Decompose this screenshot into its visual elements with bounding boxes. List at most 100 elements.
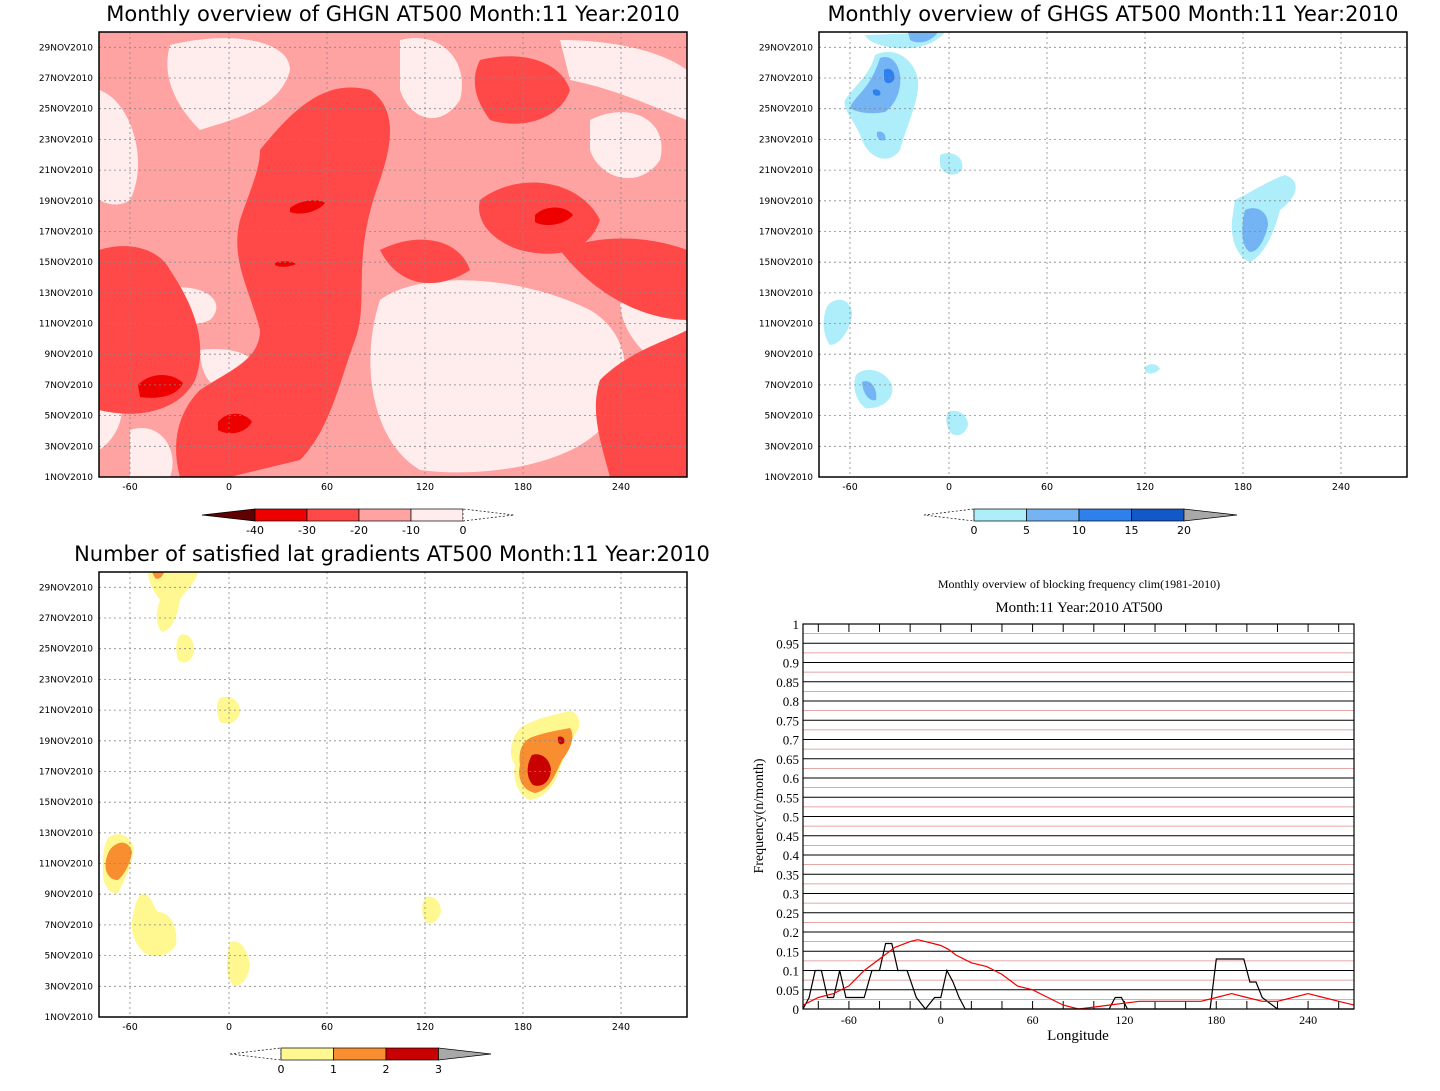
- y-tick-label: 1: [793, 617, 800, 632]
- tick-label: 1NOV2010: [45, 473, 94, 483]
- tick-label: 60: [321, 482, 333, 493]
- blocking-x-ticks: -60 0 60 120 180 240: [841, 1013, 1317, 1027]
- tick-label: 15NOV2010: [39, 258, 93, 268]
- y-tick-label: 0.25: [776, 906, 799, 921]
- tick-label: 27NOV2010: [39, 614, 93, 624]
- tick-label: 25NOV2010: [759, 105, 813, 115]
- colorbar-swatch: [385, 1047, 439, 1061]
- tick-label: 23NOV2010: [39, 675, 93, 685]
- tick-label: 13NOV2010: [39, 829, 93, 839]
- ghgn-x-ticks: -60 0 60 120 180 240: [122, 482, 630, 493]
- y-tick-label: 0.65: [776, 752, 799, 767]
- tick-label: 9NOV2010: [765, 350, 814, 360]
- tick-label: 15NOV2010: [759, 258, 813, 268]
- blocking-subtitle: Month:11 Year:2010 AT500: [995, 600, 1162, 616]
- ghgs-title: Monthly overview of GHGS AT500 Month:11 …: [827, 2, 1398, 26]
- colorbar-swatch: [229, 1047, 282, 1061]
- colorbar-label: 3: [435, 1063, 442, 1076]
- tick-label: 240: [1332, 482, 1350, 493]
- colorbar-swatch: [333, 1047, 387, 1061]
- x-tick-label: 240: [1299, 1013, 1317, 1027]
- colorbar-swatch: [973, 508, 1027, 522]
- tick-label: 5NOV2010: [765, 412, 814, 422]
- ghgs-colorbar: 0 5 10 15 20: [923, 508, 1238, 537]
- tick-label: 17NOV2010: [759, 228, 813, 238]
- colorbar-swatch: [254, 508, 308, 522]
- tick-label: 3NOV2010: [45, 982, 94, 992]
- ghgn-title: Monthly overview of GHGN AT500 Month:11 …: [106, 2, 679, 26]
- tick-label: 29NOV2010: [39, 583, 93, 593]
- latgrad-title: Number of satisfied lat gradients AT500 …: [74, 542, 710, 566]
- latgrad-band-2: [527, 736, 565, 786]
- tick-label: 240: [612, 482, 630, 493]
- tick-label: 3NOV2010: [765, 442, 814, 452]
- colorbar-label: 10: [1072, 524, 1086, 537]
- latgrad-grid: [99, 572, 687, 1017]
- tick-label: 29NOV2010: [39, 43, 93, 53]
- tick-label: 19NOV2010: [39, 197, 93, 207]
- tick-label: 7NOV2010: [45, 921, 94, 931]
- tick-label: 120: [1136, 482, 1154, 493]
- x-tick-label: -60: [841, 1013, 857, 1027]
- tick-label: 27NOV2010: [759, 74, 813, 84]
- y-tick-label: 0.95: [776, 636, 799, 651]
- tick-label: 19NOV2010: [39, 737, 93, 747]
- colorbar-swatch: [358, 508, 412, 522]
- colorbar-label: 5: [1023, 524, 1030, 537]
- blocking-frame: [802, 623, 1355, 1010]
- y-tick-label: 0.2: [783, 925, 799, 940]
- colorbar-swatch: [201, 508, 256, 522]
- tick-label: 180: [1234, 482, 1252, 493]
- latgrad-panel: Number of satisfied lat gradients AT500 …: [39, 542, 710, 1076]
- tick-label: 13NOV2010: [39, 289, 93, 299]
- latgrad-colorbar: 0 1 2 3: [229, 1047, 492, 1076]
- y-tick-label: 0.15: [776, 944, 799, 959]
- colorbar-label: 0: [278, 1063, 285, 1076]
- tick-label: 29NOV2010: [759, 43, 813, 53]
- blocking-y-ticks: 0 0.05 0.1 0.15 0.2 0.25 0.3 0.35 0.4 0.45 0.5 0.55…: [776, 617, 799, 1017]
- colorbar-swatch: [1183, 508, 1238, 522]
- y-tick-label: 0.6: [783, 771, 800, 786]
- ghgs-grid: [819, 32, 1407, 477]
- y-tick-label: 0.4: [783, 848, 800, 863]
- ghgn-y-ticks: 1NOV2010 3NOV2010 5NOV2010 7NOV2010 9NOV…: [39, 43, 93, 483]
- tick-label: 180: [514, 482, 532, 493]
- latgrad-field: [102, 572, 580, 986]
- tick-label: 13NOV2010: [759, 289, 813, 299]
- y-tick-label: 0.75: [776, 713, 799, 728]
- tick-label: 15NOV2010: [39, 798, 93, 808]
- x-tick-label: 180: [1207, 1013, 1225, 1027]
- ghgn-colorbar: -40 -30 -20 -10 0: [201, 508, 515, 537]
- blocking-y-label: Frequency(n/month): [752, 758, 767, 873]
- tick-label: 180: [514, 1022, 532, 1033]
- tick-label: 21NOV2010: [39, 706, 93, 716]
- tick-label: 0: [226, 482, 232, 493]
- colorbar-label: -30: [298, 524, 316, 537]
- tick-label: 23NOV2010: [759, 135, 813, 145]
- ghgs-y-ticks: 1NOV2010 3NOV2010 5NOV2010 7NOV2010 9NOV…: [759, 43, 813, 483]
- colorbar-label: 20: [1177, 524, 1191, 537]
- y-tick-label: 0.9: [783, 656, 799, 671]
- colorbar-label: -20: [350, 524, 368, 537]
- colorbar-swatch: [1078, 508, 1132, 522]
- tick-label: 25NOV2010: [39, 645, 93, 655]
- ghgn-frame: [98, 31, 688, 478]
- tick-label: 5NOV2010: [45, 952, 94, 962]
- tick-label: 25NOV2010: [39, 105, 93, 115]
- tick-label: 23NOV2010: [39, 135, 93, 145]
- tick-label: 11NOV2010: [39, 860, 93, 870]
- x-tick-label: 60: [1027, 1013, 1039, 1027]
- blocking-grid: [803, 623, 1354, 1010]
- colorbar-label: 1: [330, 1063, 337, 1076]
- colorbar-label: 2: [383, 1063, 390, 1076]
- colorbar-label: -40: [246, 524, 264, 537]
- colorbar-label: -10: [402, 524, 420, 537]
- colorbar-swatch: [1026, 508, 1080, 522]
- colorbar-swatch: [306, 508, 360, 522]
- tick-label: 3NOV2010: [45, 442, 94, 452]
- tick-label: 120: [416, 1022, 434, 1033]
- latgrad-frame: [98, 571, 688, 1018]
- colorbar-swatch: [1131, 508, 1185, 522]
- ghgs-panel: Monthly overview of GHGS AT500 Month:11 …: [759, 2, 1408, 537]
- tick-label: 21NOV2010: [759, 166, 813, 176]
